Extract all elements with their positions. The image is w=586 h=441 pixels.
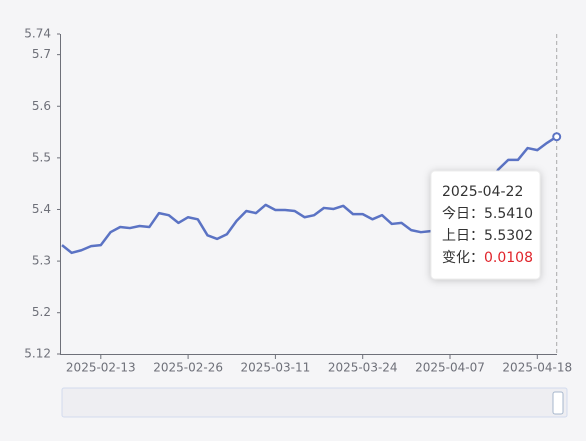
tooltip-label: 今日： <box>442 206 484 222</box>
x-tick-label: 2025-03-24 <box>328 361 398 375</box>
x-tick-label: 2025-04-07 <box>415 361 485 375</box>
x-tick-label: 2025-03-11 <box>241 361 311 375</box>
tooltip-row: 上日：5.5302 <box>442 228 533 244</box>
y-tick-label: 5.2 <box>32 305 51 319</box>
y-tick-label: 5.4 <box>32 202 51 216</box>
x-tick-label: 2025-04-18 <box>502 361 572 375</box>
tooltip-box <box>430 170 541 280</box>
tooltip-row: 今日：5.5410 <box>442 206 533 222</box>
y-tick-label: 5.6 <box>32 99 51 113</box>
tooltip-label: 变化： <box>442 250 484 266</box>
data-zoom-slider[interactable] <box>61 387 568 418</box>
tooltip-value: 0.0108 <box>484 250 533 266</box>
y-tick-label: 5.12 <box>24 347 51 361</box>
tooltip-title: 2025-04-22 <box>442 184 523 200</box>
y-tick-label: 5.3 <box>32 254 51 268</box>
data-zoom-handle[interactable] <box>552 391 564 415</box>
y-tick-label: 5.7 <box>32 47 51 61</box>
tooltip-value: 5.5410 <box>484 206 533 222</box>
tooltip-label: 上日： <box>442 228 484 244</box>
x-tick-label: 2025-02-13 <box>66 361 136 375</box>
y-tick-label: 5.74 <box>24 27 51 41</box>
x-tick-label: 2025-02-26 <box>153 361 223 375</box>
tooltip-value: 5.5302 <box>484 228 533 244</box>
y-tick-label: 5.5 <box>32 150 51 164</box>
tooltip-row: 变化：0.0108 <box>442 250 533 266</box>
hover-point <box>552 132 562 142</box>
